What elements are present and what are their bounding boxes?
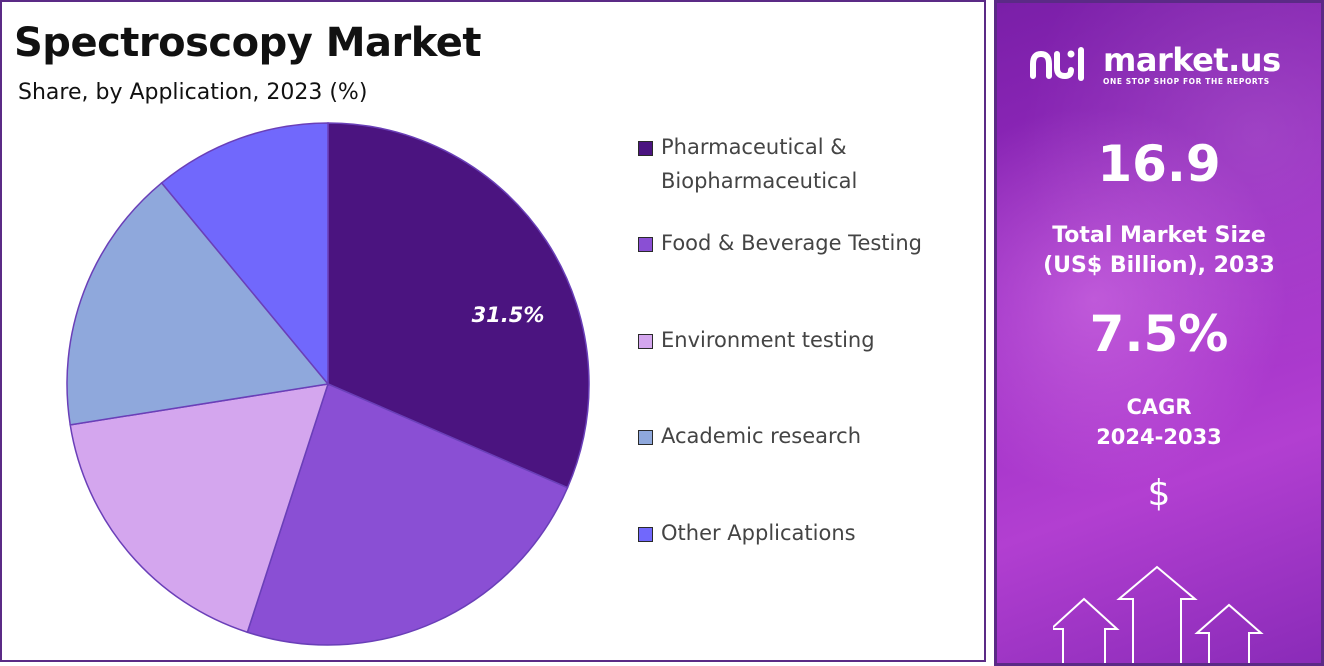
pie-data-label: 31.5%	[472, 303, 545, 327]
cagr-value: 7.5%	[1089, 305, 1229, 363]
market-size-label: Total Market Size (US$ Billion), 2033	[997, 221, 1321, 281]
dollar-icon: $	[1147, 473, 1171, 514]
logo-tagline: ONE STOP SHOP FOR THE REPORTS	[1103, 77, 1270, 86]
chart-title: Spectroscopy Market	[14, 20, 482, 66]
growth-arrows-icon	[1053, 565, 1264, 663]
logo-text: market.us ONE STOP SHOP FOR THE REPORTS	[1103, 43, 1281, 86]
legend-item-pharmaceutical: Pharmaceutical & Biopharmaceutical	[638, 130, 961, 198]
pie-slice-5	[160, 122, 329, 387]
chart-panel: Spectroscopy Market Share, by Applicatio…	[0, 0, 986, 662]
legend-item-environment: Environment testing	[638, 323, 961, 357]
legend-item-other: Other Applications	[638, 516, 961, 550]
market-size-value: 16.9	[1097, 135, 1221, 193]
legend-label-line: Biopharmaceutical	[661, 169, 858, 193]
cagr-label-line: CAGR	[1126, 395, 1192, 419]
pie-slice-2	[246, 382, 569, 646]
legend-item-food-beverage: Food & Beverage Testing	[638, 226, 961, 260]
legend-label: Other Applications	[661, 521, 856, 545]
legend-swatch	[638, 237, 653, 252]
pie-slice-4	[66, 181, 330, 426]
cagr-label-line: 2024-2033	[1096, 425, 1222, 449]
legend-label: Environment testing	[661, 328, 875, 352]
legend-swatch	[638, 527, 653, 542]
legend-label: Food & Beverage Testing	[661, 231, 923, 255]
cagr-label: CAGR 2024-2033	[997, 392, 1321, 452]
legend-label-line: Pharmaceutical &	[661, 135, 847, 159]
pie-slice-1	[327, 122, 590, 489]
legend-label: Academic research	[661, 424, 862, 448]
pie-slice-3	[69, 383, 330, 634]
chart-subtitle: Share, by Application, 2023 (%)	[18, 80, 368, 105]
legend-swatch	[638, 334, 653, 349]
legend-label: Pharmaceutical & Biopharmaceutical	[661, 130, 961, 198]
legend-item-academic: Academic research	[638, 419, 961, 453]
brand-logo: market.us ONE STOP SHOP FOR THE REPORTS	[1027, 43, 1281, 86]
logo-name: market.us	[1103, 41, 1281, 79]
market-size-label-line: Total Market Size	[1052, 223, 1266, 248]
legend-swatch	[638, 141, 653, 156]
summary-panel: market.us ONE STOP SHOP FOR THE REPORTS …	[994, 0, 1324, 666]
background-glow	[997, 3, 1321, 663]
market-size-label-line: (US$ Billion), 2033	[1043, 253, 1275, 278]
legend-swatch	[638, 430, 653, 445]
market-us-logo-icon	[1030, 46, 1084, 81]
pie-chart: 31.5%	[66, 122, 590, 646]
